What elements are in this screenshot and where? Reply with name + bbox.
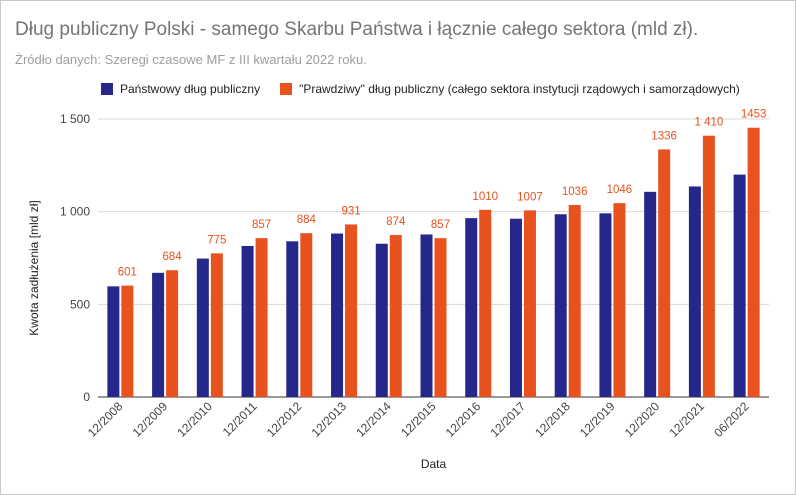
data-label: 1453 bbox=[741, 109, 767, 121]
data-label: 1010 bbox=[472, 191, 498, 203]
x-tick-label: 12/2021 bbox=[666, 399, 707, 440]
legend-swatch-series-2 bbox=[280, 83, 293, 95]
bar-series-1[interactable] bbox=[599, 213, 612, 397]
bar-series-1[interactable] bbox=[420, 234, 433, 397]
gridlines bbox=[98, 118, 769, 398]
x-tick-label: 12/2020 bbox=[622, 399, 663, 440]
data-label: 1046 bbox=[607, 184, 633, 196]
legend-swatch-series-1 bbox=[101, 83, 113, 95]
x-tick-label: 12/2013 bbox=[309, 399, 350, 440]
x-tick-label: 12/2008 bbox=[85, 399, 126, 440]
x-tick-label: 12/2011 bbox=[220, 399, 260, 439]
bars bbox=[107, 127, 760, 397]
data-label: 1007 bbox=[517, 191, 543, 203]
bar-series-2[interactable] bbox=[523, 210, 536, 397]
data-label: 684 bbox=[163, 251, 183, 263]
bar-series-1[interactable] bbox=[509, 218, 522, 397]
bar-series-2[interactable] bbox=[255, 238, 268, 397]
bar-series-1[interactable] bbox=[375, 243, 388, 397]
bar-series-2[interactable] bbox=[568, 204, 581, 397]
bar-series-2[interactable] bbox=[300, 233, 313, 397]
x-axis-title: Data bbox=[421, 457, 447, 471]
x-tick-label: 12/2019 bbox=[577, 399, 618, 440]
legend-item-series-1[interactable]: Państwowy dług publiczny bbox=[101, 82, 260, 96]
bar-series-1[interactable] bbox=[241, 245, 254, 397]
data-label: 857 bbox=[252, 219, 271, 231]
bar-series-2[interactable] bbox=[345, 224, 358, 397]
y-tick-label: 0 bbox=[83, 390, 90, 404]
x-tick-label: 12/2016 bbox=[443, 399, 484, 440]
chart-title: Dług publiczny Polski - samego Skarbu Pa… bbox=[15, 19, 699, 40]
bar-series-1[interactable] bbox=[196, 258, 209, 397]
bar-series-2[interactable] bbox=[702, 135, 715, 397]
bar-series-2[interactable] bbox=[210, 253, 223, 397]
x-tick-label: 12/2017 bbox=[488, 399, 529, 440]
data-label: 874 bbox=[386, 216, 406, 228]
bar-series-2[interactable] bbox=[166, 270, 179, 397]
bar-series-2[interactable] bbox=[121, 285, 134, 397]
data-labels: 601 684 775 857 884 931 874 857 1010 1007 1036 1046… bbox=[118, 109, 767, 279]
y-tick-label: 500 bbox=[70, 297, 90, 311]
bar-series-1[interactable] bbox=[152, 272, 165, 397]
bar-series-1[interactable] bbox=[554, 214, 567, 397]
legend-item-series-2[interactable]: "Prawdziwy" dług publiczny (całego sekto… bbox=[280, 82, 740, 96]
data-label: 857 bbox=[431, 219, 450, 231]
x-tick-label: 12/2018 bbox=[532, 399, 573, 440]
chart-legend: Państwowy dług publiczny "Prawdziwy" dłu… bbox=[101, 82, 760, 96]
bar-series-2[interactable] bbox=[658, 149, 671, 397]
x-tick-label: 12/2009 bbox=[130, 399, 171, 440]
bar-series-1[interactable] bbox=[733, 174, 746, 397]
y-tick-label: 1 000 bbox=[60, 205, 90, 219]
data-label: 601 bbox=[118, 267, 137, 279]
data-label: 775 bbox=[207, 234, 226, 246]
chart-subtitle: Źródło danych: Szeregi czasowe MF z III … bbox=[15, 52, 367, 67]
x-tick-label: 12/2015 bbox=[398, 399, 439, 440]
bar-series-2[interactable] bbox=[747, 127, 760, 397]
bar-series-1[interactable] bbox=[644, 191, 657, 397]
bar-series-1[interactable] bbox=[688, 186, 701, 397]
bar-series-2[interactable] bbox=[613, 203, 626, 397]
x-tick-label: 06/2022 bbox=[711, 399, 752, 440]
legend-label-series-1: Państwowy dług publiczny bbox=[120, 82, 261, 96]
data-label: 931 bbox=[341, 205, 360, 217]
data-label: 1 410 bbox=[695, 117, 724, 129]
data-label: 1036 bbox=[562, 186, 588, 198]
bar-series-1[interactable] bbox=[286, 241, 299, 397]
x-tick-label: 12/2010 bbox=[174, 399, 215, 440]
bar-series-1[interactable] bbox=[331, 233, 344, 397]
x-tick-label: 12/2014 bbox=[353, 399, 394, 440]
bar-series-2[interactable] bbox=[434, 238, 447, 397]
y-axis-title: Kwota zadłużenia [mld zł] bbox=[27, 200, 41, 335]
data-label: 884 bbox=[297, 214, 317, 226]
bar-series-1[interactable] bbox=[107, 286, 120, 397]
y-axis: 0 500 1 000 1 500 bbox=[60, 112, 90, 404]
x-axis: 12/2008 12/2009 12/2010 12/2011 12/2012 12/20… bbox=[85, 399, 752, 440]
bar-series-2[interactable] bbox=[389, 235, 402, 397]
bar-series-2[interactable] bbox=[479, 209, 492, 397]
legend-label-series-2: "Prawdziwy" dług publiczny (całego sekto… bbox=[299, 82, 740, 96]
bar-series-1[interactable] bbox=[465, 218, 478, 397]
data-label: 1336 bbox=[651, 130, 677, 142]
y-tick-label: 1 500 bbox=[60, 112, 90, 126]
x-tick-label: 12/2012 bbox=[264, 399, 305, 440]
